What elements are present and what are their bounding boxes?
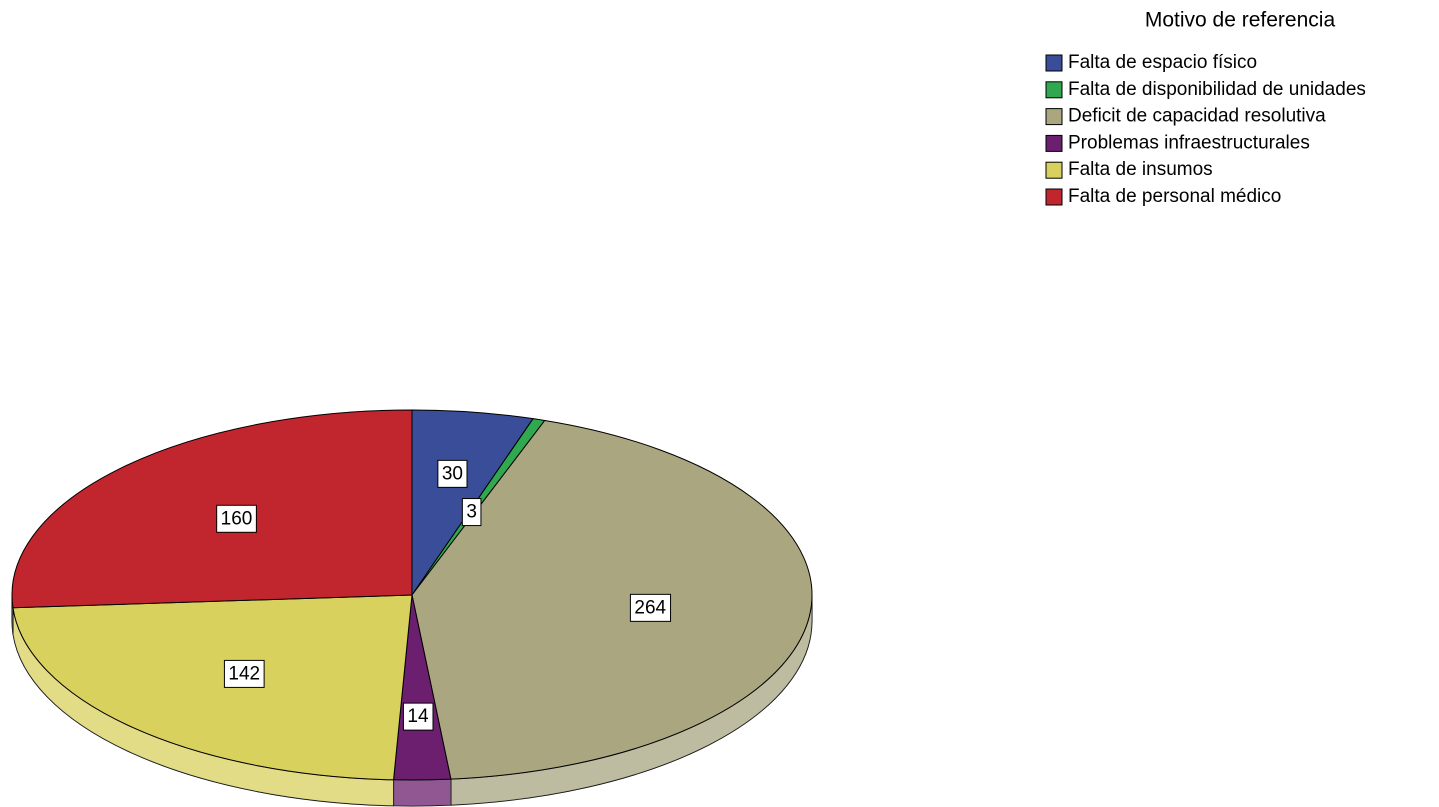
legend-label: Falta de personal médico [1068, 186, 1281, 207]
slice-side-shade [450, 595, 812, 806]
legend-swatch [1045, 108, 1063, 126]
legend-label: Falta de espacio físico [1068, 52, 1257, 73]
data-label-box [629, 593, 672, 622]
legend-label: Problemas infraestructurales [1068, 132, 1310, 153]
legend-swatch [1045, 188, 1063, 206]
data-label-box [402, 702, 434, 731]
slice [12, 594, 413, 781]
slice-side-shade [12, 607, 394, 806]
data-label: 264 [634, 597, 666, 618]
data-label: 142 [228, 663, 260, 684]
legend-label: Deficit de capacidad resolutiva [1068, 106, 1326, 127]
slice [411, 419, 813, 780]
slice [11, 409, 413, 609]
legend-swatch [1045, 81, 1063, 99]
legend-swatch [1045, 134, 1063, 152]
data-label-box [216, 504, 257, 533]
legend-title: Motivo de referencia [1145, 9, 1336, 32]
legend-label: Falta de insumos [1068, 159, 1213, 180]
legend-swatch [1045, 54, 1063, 72]
data-label-box [437, 459, 468, 488]
data-label: 160 [221, 508, 253, 529]
data-label: 30 [442, 463, 463, 484]
slice-side-shade [393, 779, 451, 807]
data-label-box [223, 659, 265, 688]
legend-label: Falta de disponibilidad de unidades [1068, 79, 1366, 100]
data-label: 14 [407, 706, 429, 727]
data-label: 3 [466, 502, 477, 523]
legend-swatch [1045, 161, 1063, 179]
data-label-box [461, 498, 482, 527]
